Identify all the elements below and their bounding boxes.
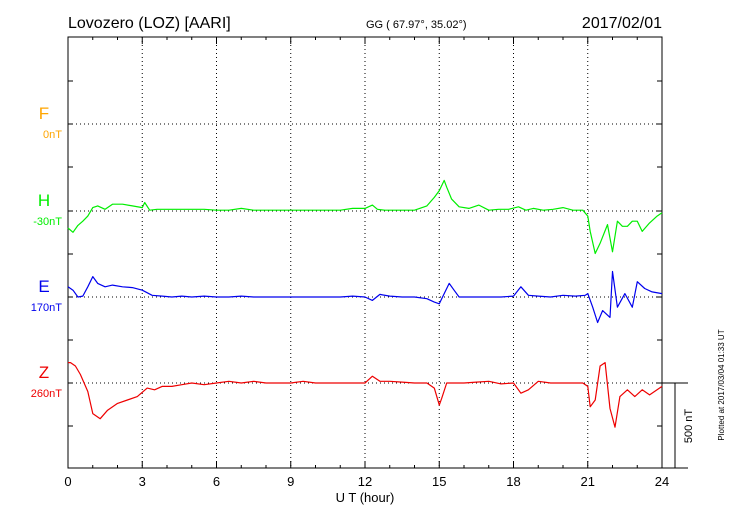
x-axis-label: U T (hour): [336, 490, 395, 505]
x-tick-label: 12: [358, 474, 372, 489]
series-label-E: E: [38, 277, 49, 296]
x-tick-label: 3: [139, 474, 146, 489]
x-tick-label: 15: [432, 474, 446, 489]
plotted-timestamp: Plotted at 2017/03/04 01:33 UT: [717, 329, 726, 440]
x-tick-label: 0: [64, 474, 71, 489]
series-baseline-H: -30nT: [33, 216, 62, 228]
coords-label: GG ( 67.97°, 35.02°): [366, 19, 467, 31]
x-tick-label: 21: [581, 474, 595, 489]
series-lines: [67, 179, 663, 428]
date-label: 2017/02/01: [582, 15, 662, 32]
series-baseline-F: 0nT: [43, 129, 62, 141]
series-label-F: F: [39, 104, 49, 123]
series-label-Z: Z: [39, 363, 49, 382]
x-ticks: 0 3 6 9 12 15 18 21 24: [64, 37, 669, 489]
x-tick-label: 24: [655, 474, 669, 489]
x-tick-label: 6: [213, 474, 220, 489]
series-baseline-E: 170nT: [31, 302, 62, 314]
grid: [68, 37, 662, 468]
scale-bar: 500 nT: [662, 382, 695, 469]
series-line-E: [67, 270, 663, 324]
station-title: Lovozero (LOZ) [AARI]: [68, 15, 231, 32]
scale-bar-label: 500 nT: [683, 409, 695, 444]
series-baseline-Z: 260nT: [31, 388, 62, 400]
series-labels: F 0nT H -30nT E 170nT Z 260nT: [31, 104, 62, 400]
series-line-Z: [68, 362, 663, 428]
series-line-H: [67, 179, 663, 255]
series-label-H: H: [38, 191, 50, 210]
x-tick-label: 18: [506, 474, 520, 489]
x-tick-label: 9: [287, 474, 294, 489]
